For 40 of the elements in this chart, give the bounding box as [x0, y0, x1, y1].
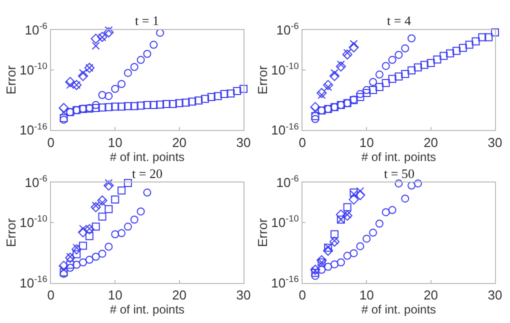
x-axis-title: # of int. points — [361, 150, 436, 164]
x-tick-label: 0 — [47, 134, 55, 150]
y-tick-label: 10$^{-16}$ — [271, 121, 299, 138]
chart-title: t = 20 — [132, 166, 162, 181]
y-tick-label: 10$^{-10}$ — [20, 214, 48, 230]
y-tick-label: 10$^{-10}$ — [20, 61, 48, 78]
y-tick-label: 10$^{-16}$ — [271, 274, 299, 290]
x-tick-label: 10 — [359, 134, 374, 150]
x-tick-label: 30 — [488, 134, 502, 150]
chart-title: t = 1 — [135, 13, 159, 28]
x-tick-label: 0 — [47, 287, 55, 302]
y-tick-label: 10$^{-6}$ — [24, 20, 48, 38]
x-axis-title: # of int. points — [110, 302, 185, 316]
x-tick-label: 20 — [424, 287, 438, 302]
y-tick-label: 10$^{-6}$ — [276, 174, 299, 190]
y-axis-title: Error — [4, 64, 19, 94]
x-tick-label: 30 — [236, 287, 251, 302]
chart-title: t = 50 — [384, 166, 414, 181]
y-tick-label: 10$^{-10}$ — [271, 61, 299, 78]
y-axis-title: Error — [255, 218, 270, 248]
y-tick-label: 10$^{-16}$ — [20, 121, 48, 138]
x-tick-label: 20 — [172, 287, 187, 302]
y-axis-title: Error — [255, 64, 270, 94]
x-axis-title: # of int. points — [110, 150, 185, 164]
y-axis-title: Error — [4, 218, 19, 248]
x-tick-label: 20 — [424, 134, 438, 150]
x-tick-label: 20 — [172, 134, 187, 150]
y-tick-label: 10$^{-6}$ — [24, 174, 48, 190]
x-tick-label: 0 — [298, 134, 306, 150]
x-tick-label: 30 — [236, 134, 251, 150]
x-tick-label: 10 — [108, 287, 122, 302]
x-tick-label: 30 — [488, 287, 502, 302]
x-tick-label: 10 — [108, 134, 122, 150]
y-tick-label: 10$^{-6}$ — [276, 20, 299, 38]
x-axis-title: # of int. points — [361, 302, 436, 316]
x-tick-label: 0 — [298, 287, 306, 302]
y-tick-label: 10$^{-16}$ — [20, 274, 48, 290]
chart-title: t = 4 — [387, 13, 412, 28]
x-tick-label: 10 — [359, 287, 374, 302]
y-tick-label: 10$^{-10}$ — [271, 214, 299, 230]
